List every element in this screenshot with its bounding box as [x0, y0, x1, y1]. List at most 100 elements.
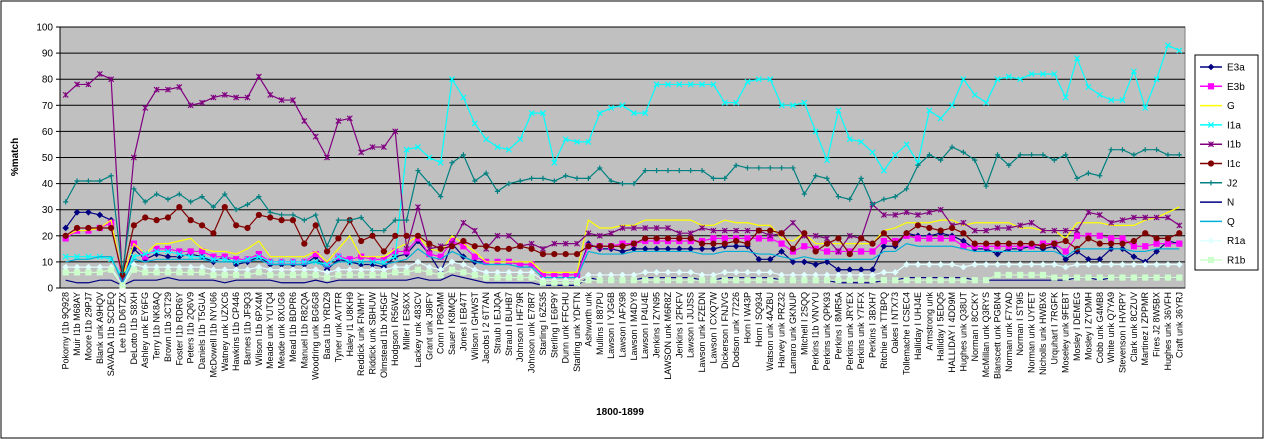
marker	[812, 248, 819, 255]
marker	[926, 209, 933, 216]
marker	[426, 240, 433, 247]
marker	[699, 167, 705, 174]
marker	[142, 199, 148, 205]
marker	[460, 94, 467, 101]
marker	[698, 245, 706, 253]
marker	[744, 235, 751, 242]
marker	[983, 183, 989, 189]
marker	[630, 110, 637, 117]
marker	[278, 217, 285, 224]
marker	[619, 277, 626, 284]
marker	[1176, 274, 1183, 281]
x-tick-label: Oakes I NTX73	[890, 292, 900, 354]
marker	[562, 271, 569, 279]
marker	[358, 271, 365, 279]
x-tick-label: Mosley I ZYDMH	[1083, 292, 1093, 360]
marker	[346, 271, 353, 279]
marker	[1142, 147, 1148, 153]
marker	[937, 277, 944, 284]
marker	[528, 175, 535, 181]
x-tick-label: Fires J2 8W5BX	[1152, 292, 1162, 357]
marker	[926, 152, 932, 158]
marker	[108, 76, 115, 83]
y-axis-label: %match	[10, 138, 21, 176]
marker	[1142, 214, 1149, 221]
x-tick-label: Mosley I DEMEG	[1072, 292, 1082, 361]
marker	[562, 279, 569, 286]
marker	[869, 201, 876, 208]
marker	[1142, 274, 1149, 281]
marker	[1074, 175, 1080, 181]
marker	[369, 271, 376, 279]
marker	[948, 277, 956, 284]
marker	[1153, 240, 1160, 247]
marker	[631, 181, 637, 187]
marker	[1176, 222, 1183, 229]
marker	[1130, 274, 1137, 281]
marker	[1062, 237, 1069, 245]
marker	[1062, 274, 1069, 281]
marker	[801, 191, 807, 197]
marker	[1039, 271, 1047, 279]
marker	[74, 253, 81, 260]
marker	[1006, 162, 1012, 168]
x-tick-label: Sauer I K8MQE	[447, 292, 457, 355]
marker	[778, 277, 785, 284]
marker	[96, 211, 104, 219]
marker	[1130, 214, 1137, 221]
x-tick-label: Mullins I 887PU	[595, 292, 605, 355]
marker	[789, 277, 797, 284]
marker	[971, 227, 978, 234]
marker	[608, 104, 615, 111]
legend-label: J2	[1227, 178, 1238, 189]
marker	[664, 235, 672, 242]
marker	[960, 277, 967, 284]
marker	[914, 211, 921, 218]
legend-marker	[1207, 237, 1215, 245]
marker	[267, 214, 274, 221]
marker	[653, 224, 660, 231]
marker	[1028, 70, 1035, 78]
legend-box	[1194, 54, 1259, 271]
marker	[903, 141, 910, 148]
marker	[824, 175, 830, 181]
marker	[858, 175, 864, 181]
marker	[562, 136, 569, 143]
marker	[1165, 152, 1171, 158]
x-tick-label: Ritchie unk TTBPQ	[879, 292, 889, 369]
marker	[187, 253, 194, 260]
y-tick-label: 90	[42, 49, 54, 60]
marker	[1028, 152, 1035, 158]
marker	[733, 237, 740, 245]
marker	[289, 217, 297, 224]
marker	[506, 181, 512, 187]
x-tick-label: Ashworth unk	[583, 292, 593, 347]
x-tick-label: Riddick unk SBHUW	[368, 292, 378, 375]
marker	[1097, 173, 1103, 179]
marker	[1142, 243, 1149, 250]
marker	[540, 175, 546, 181]
legend-label: R1a	[1227, 236, 1246, 247]
marker	[835, 277, 842, 284]
marker	[1028, 271, 1035, 279]
marker	[892, 240, 899, 247]
marker	[267, 91, 274, 98]
marker	[210, 271, 217, 279]
marker	[914, 235, 922, 242]
marker	[1085, 209, 1092, 216]
x-tick-label: Starling unk YDFTN	[572, 292, 582, 372]
marker	[596, 232, 603, 239]
x-tick-label: Moseley unk 9FEBT	[1061, 291, 1071, 373]
marker	[198, 222, 206, 229]
marker	[915, 162, 921, 168]
marker	[165, 196, 171, 202]
marker	[608, 277, 615, 284]
marker	[1096, 211, 1103, 218]
legend-label: E3a	[1227, 63, 1245, 74]
x-tick-label: Horn I SQ934	[754, 292, 764, 347]
marker	[1131, 152, 1137, 158]
marker	[528, 274, 535, 281]
marker	[994, 271, 1001, 279]
marker	[210, 230, 217, 237]
x-tick-label: Lawson I CXQ7W	[708, 292, 718, 364]
